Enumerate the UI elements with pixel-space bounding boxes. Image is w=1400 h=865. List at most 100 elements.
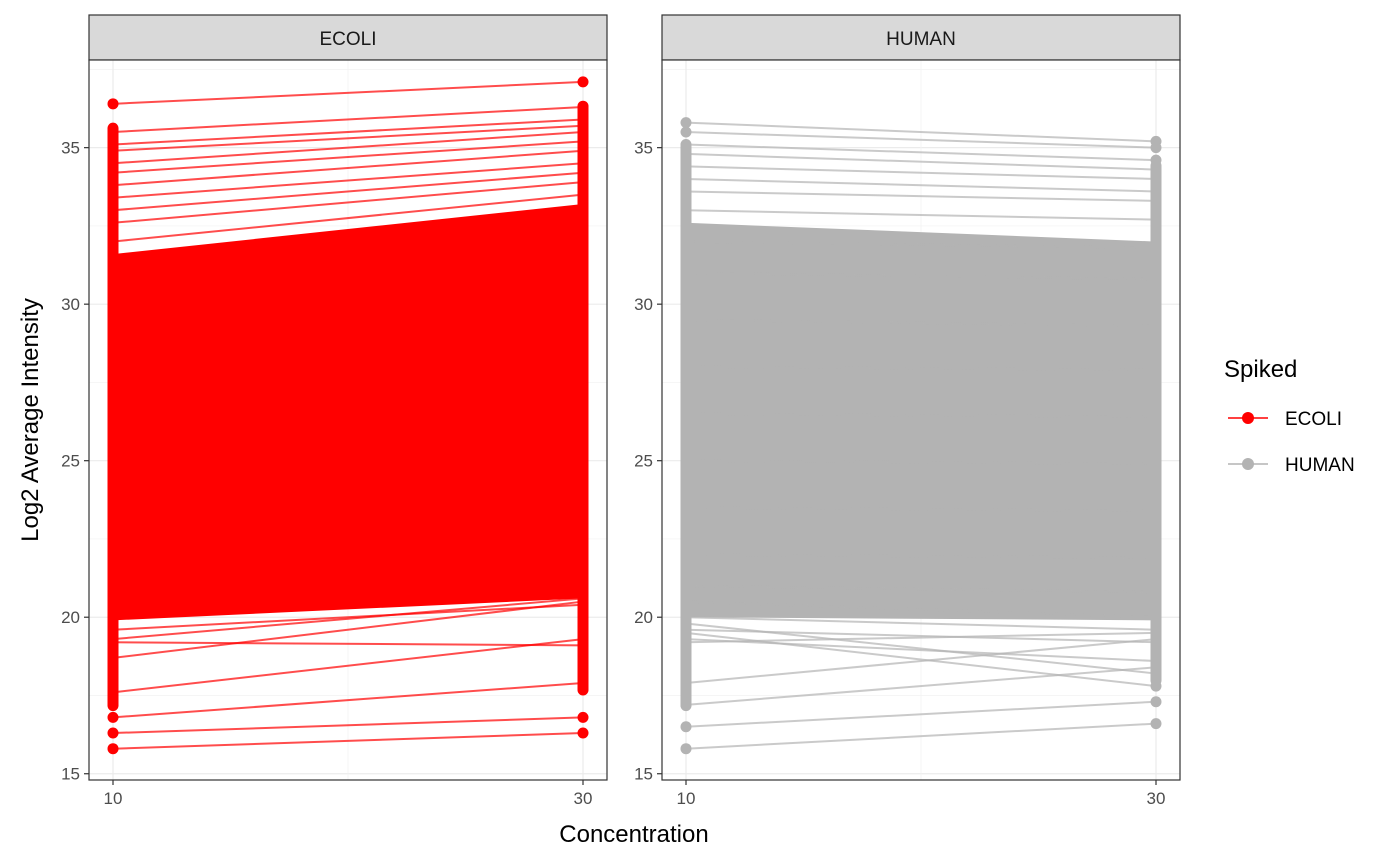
series-line xyxy=(685,600,1157,619)
series-line xyxy=(685,638,1157,663)
data-point xyxy=(680,117,692,129)
data-point-stack xyxy=(577,100,589,696)
y-tick-label: 35 xyxy=(61,139,80,158)
data-point xyxy=(1150,718,1162,730)
series-line xyxy=(112,681,584,719)
data-point xyxy=(107,727,119,739)
y-tick-label: 15 xyxy=(634,765,653,784)
series-line xyxy=(685,631,1157,644)
legend-label-ecoli: ECOLI xyxy=(1285,409,1342,430)
y-tick-label: 20 xyxy=(61,608,80,627)
legend-item-human: HUMAN xyxy=(1228,455,1355,476)
data-density-band xyxy=(113,204,583,621)
data-point xyxy=(680,743,692,755)
series-line xyxy=(685,131,1157,149)
legend: Spiked ECOLI HUMAN xyxy=(1224,356,1355,476)
series-line xyxy=(685,271,1157,281)
series-line xyxy=(685,622,1157,675)
series-line xyxy=(685,666,1157,706)
series-line xyxy=(112,381,584,462)
y-axis-title: Log2 Average Intensity xyxy=(17,298,44,542)
series-lines xyxy=(112,80,584,750)
data-density-band xyxy=(686,222,1156,621)
series-line xyxy=(112,80,584,105)
x-tick-label: 30 xyxy=(1147,789,1166,808)
series-line xyxy=(685,412,1157,418)
series-line xyxy=(685,459,1157,465)
legend-title: Spiked xyxy=(1224,356,1297,383)
series-line xyxy=(112,716,584,735)
data-point xyxy=(1150,696,1162,708)
data-point xyxy=(1150,142,1162,154)
series-line xyxy=(685,165,1157,180)
series-line xyxy=(685,240,1157,249)
y-tick-label: 30 xyxy=(61,295,80,314)
data-point-stack xyxy=(1150,160,1162,687)
series-line xyxy=(685,506,1157,512)
y-tick-label: 25 xyxy=(634,452,653,471)
data-point xyxy=(577,727,589,739)
y-tick-label: 35 xyxy=(634,139,653,158)
series-line xyxy=(112,209,584,259)
series-line xyxy=(112,600,584,659)
legend-item-ecoli: ECOLI xyxy=(1228,409,1342,430)
x-axis: 10 30 xyxy=(677,780,1166,808)
series-line xyxy=(112,572,584,609)
data-point xyxy=(577,76,589,88)
y-tick-label: 30 xyxy=(634,295,653,314)
series-line xyxy=(112,547,584,594)
legend-key-point xyxy=(1242,458,1254,470)
series-line xyxy=(112,149,584,187)
data-point xyxy=(107,711,119,723)
data-point xyxy=(680,721,692,733)
data-point xyxy=(680,126,692,138)
series-lines xyxy=(685,121,1157,750)
series-line xyxy=(112,465,584,540)
y-tick-label: 20 xyxy=(634,608,653,627)
legend-label-human: HUMAN xyxy=(1285,455,1355,476)
y-axis: 15 20 25 30 35 xyxy=(61,139,89,784)
strip-background xyxy=(661,14,1181,61)
series-density-band xyxy=(686,222,1156,621)
series-line xyxy=(112,641,584,647)
series-line xyxy=(112,105,584,133)
series-line xyxy=(112,118,584,146)
series-line xyxy=(685,143,1157,162)
series-line xyxy=(112,259,584,321)
x-tick-label: 30 xyxy=(574,789,593,808)
x-tick-label: 10 xyxy=(104,789,123,808)
strip-background xyxy=(88,14,608,61)
series-line xyxy=(685,365,1157,371)
strip-label-human: HUMAN xyxy=(886,29,956,50)
series-line xyxy=(112,638,584,694)
series-line xyxy=(112,300,584,368)
series-line xyxy=(112,591,584,619)
series-line xyxy=(685,121,1157,143)
legend-key-point xyxy=(1242,412,1254,424)
series-line xyxy=(112,597,584,641)
series-line xyxy=(112,234,584,290)
series-line xyxy=(112,131,584,165)
series-line xyxy=(685,152,1157,171)
series-line xyxy=(685,190,1157,202)
series-line xyxy=(112,732,584,750)
series-points xyxy=(107,76,589,755)
series-line xyxy=(685,584,1157,594)
series-line xyxy=(685,318,1157,328)
series-line xyxy=(112,193,584,243)
series-line xyxy=(685,700,1157,728)
series-line xyxy=(685,177,1157,193)
series-line xyxy=(112,428,584,509)
series-points xyxy=(680,117,1162,755)
y-tick-label: 15 xyxy=(61,765,80,784)
series-line xyxy=(112,171,584,212)
series-line xyxy=(685,553,1157,559)
data-point-stack xyxy=(107,122,119,712)
panel-ecoli: ECOLI 15 20 25 30 35 10 30 xyxy=(61,14,608,808)
panel-human: HUMAN 15 20 25 30 35 10 30 xyxy=(634,14,1181,808)
panel-border xyxy=(661,59,1181,781)
strip-label-ecoli: ECOLI xyxy=(319,29,376,50)
series-line xyxy=(685,616,1157,631)
series-line xyxy=(685,638,1157,684)
